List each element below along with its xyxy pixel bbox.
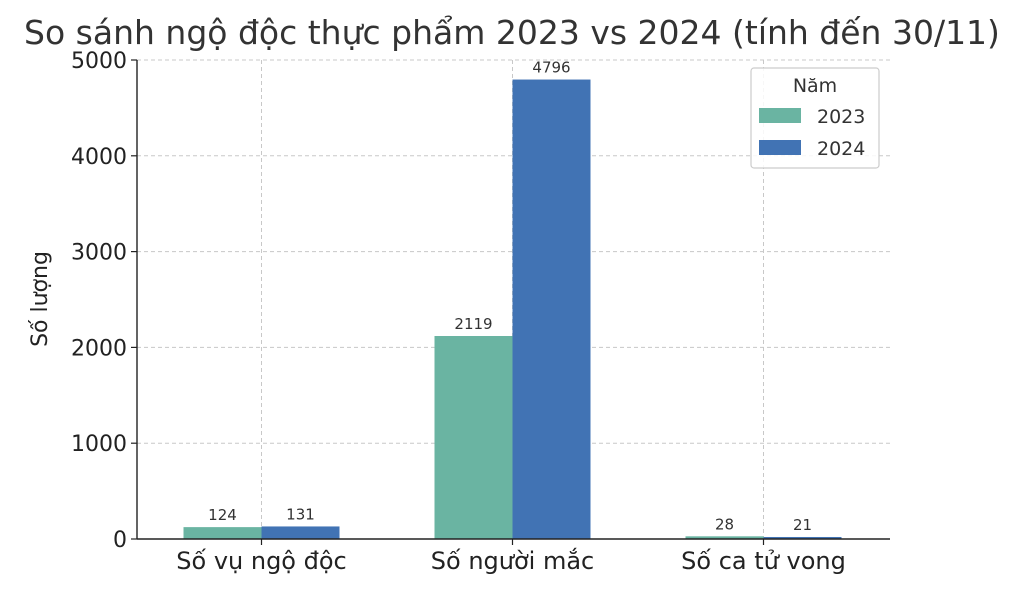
y-tick-label: 3000 xyxy=(71,241,127,266)
bar-2023-2 xyxy=(685,536,764,539)
x-tick-label: Số người mắc xyxy=(431,546,594,575)
y-tick-labels: 0 1000 2000 3000 4000 5000 xyxy=(71,49,127,553)
y-tick-label: 0 xyxy=(113,528,127,553)
chart-title: So sánh ngộ độc thực phẩm 2023 vs 2024 (… xyxy=(24,13,1000,52)
y-tick-label: 1000 xyxy=(71,432,127,457)
x-tick-label: Số ca tử vong xyxy=(681,547,846,575)
data-label: 131 xyxy=(286,505,315,523)
data-label: 2119 xyxy=(454,315,492,333)
legend-label: 2024 xyxy=(817,138,865,160)
data-label: 124 xyxy=(208,506,237,524)
data-label: 21 xyxy=(793,516,812,534)
legend-swatch-2024 xyxy=(759,140,801,155)
bar-2023-0 xyxy=(183,527,262,539)
x-tick-label: Số vụ ngộ độc xyxy=(176,547,346,575)
y-axis-label: Số lượng xyxy=(28,251,53,347)
legend: Năm 2023 2024 xyxy=(750,67,880,169)
y-tick-label: 4000 xyxy=(71,145,127,170)
axes xyxy=(131,59,890,545)
y-tick-label: 2000 xyxy=(71,336,127,361)
bar-2024-1 xyxy=(512,79,591,539)
x-tick-labels: Số vụ ngộ độc Số người mắc Số ca tử vong xyxy=(176,546,846,575)
bar-2023-1 xyxy=(434,335,513,539)
data-label: 28 xyxy=(715,515,734,533)
y-tick-label: 5000 xyxy=(71,49,127,74)
data-labels: 124 2119 28 131 4796 21 xyxy=(208,59,812,534)
data-label: 4796 xyxy=(532,59,570,77)
legend-label: 2023 xyxy=(817,106,865,128)
bars xyxy=(183,79,842,539)
legend-swatch-2023 xyxy=(759,108,801,123)
bar-2024-2 xyxy=(763,536,842,539)
legend-title: Năm xyxy=(793,75,837,97)
bar-2024-0 xyxy=(261,526,340,539)
legend-items: 2023 2024 xyxy=(759,106,865,160)
